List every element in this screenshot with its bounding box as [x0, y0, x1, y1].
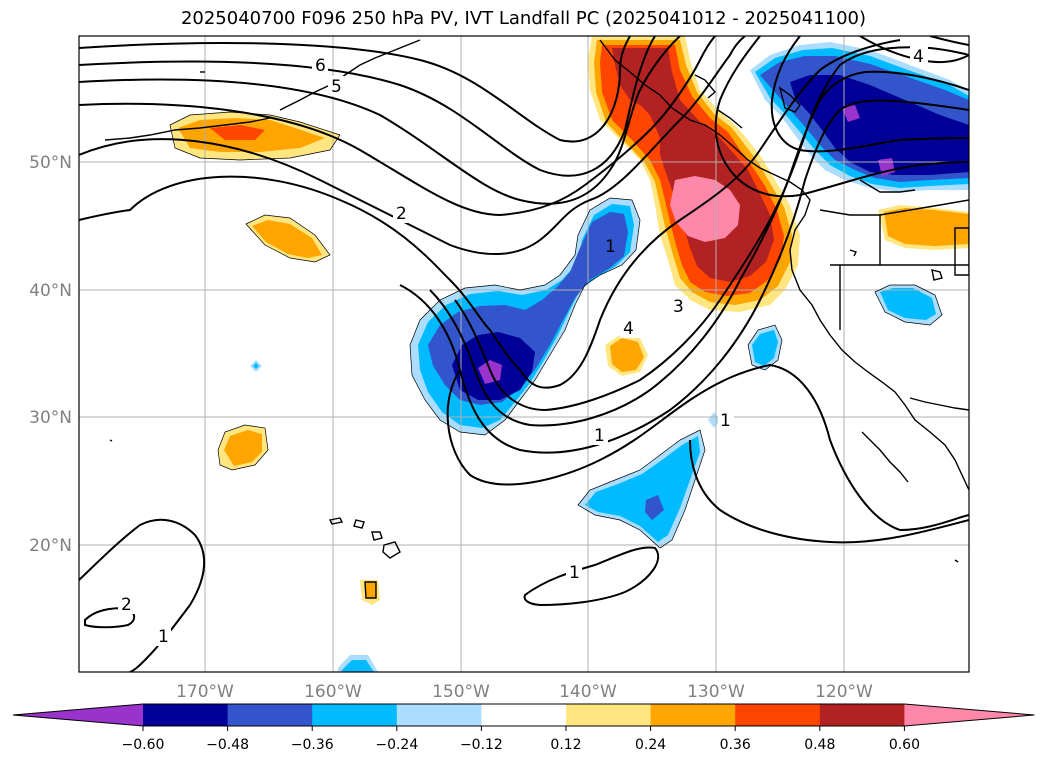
- contour-label: 1: [605, 237, 616, 257]
- lon-tick-label: 170°W: [176, 682, 234, 702]
- colorbar-tick-label: −0.36: [291, 737, 334, 753]
- pv-contours: [79, 36, 969, 672]
- latitude-tick-labels: 50°N 40°N 30°N 20°N: [29, 153, 72, 556]
- contour-label: 1: [158, 627, 169, 647]
- lat-tick-label: 40°N: [29, 281, 72, 301]
- contour-label: 4: [913, 47, 924, 67]
- colorbar-tick-label: 0.24: [635, 737, 666, 753]
- contour-label: 3: [673, 297, 684, 317]
- colorbar-tick-label: 0.12: [550, 737, 581, 753]
- colorbar-segment: [227, 704, 313, 726]
- colorbar-tick-label: 0.60: [889, 737, 920, 753]
- lon-tick-label: 140°W: [559, 682, 617, 702]
- contour-label: 2: [396, 204, 407, 224]
- colorbar-segment: [312, 704, 398, 726]
- contour-label: 4: [623, 319, 634, 339]
- colorbar-tick-label: 0.36: [720, 737, 751, 753]
- coastlines: [104, 39, 969, 599]
- lon-tick-label: 130°W: [687, 682, 745, 702]
- contour-label: 6: [315, 56, 326, 76]
- lat-tick-label: 20°N: [29, 536, 72, 556]
- colorbar-segment: [481, 704, 567, 726]
- lon-tick-label: 150°W: [432, 682, 490, 702]
- colorbar-tick-label: −0.24: [375, 737, 418, 753]
- colorbar-tick-label: −0.48: [206, 737, 249, 753]
- colorbar-segment: [396, 704, 482, 726]
- map-frame: [78, 35, 970, 673]
- longitude-tick-labels: 170°W 160°W 150°W 140°W 130°W 120°W: [176, 682, 873, 702]
- colorbar-extend-min: [13, 704, 143, 726]
- contour-label: 2: [121, 595, 132, 615]
- contour-label: 5: [331, 77, 342, 97]
- colorbar-extend-max: [904, 704, 1035, 726]
- colorbar-segment: [566, 704, 652, 726]
- anomaly-outlines: [169, 111, 943, 549]
- colorbar-tick-label: 0.48: [804, 737, 835, 753]
- colorbar-tick-labels: −0.60 −0.48 −0.36 −0.24 −0.12 0.12 0.24 0.36 0.4…: [122, 726, 920, 753]
- contour-labels: 6 5 2 3 4 1 1 1 2 1 1 4: [118, 46, 928, 647]
- contour-label: 1: [594, 426, 605, 446]
- lat-tick-label: 30°N: [29, 408, 72, 428]
- colorbar-tick-label: −0.12: [460, 737, 503, 753]
- map-title: 2025040700 F096 250 hPa PV, IVT Landfall…: [180, 8, 867, 29]
- contour-label: 1: [720, 411, 731, 431]
- colorbar-segment: [143, 704, 229, 726]
- colorbar-segment: [819, 704, 905, 726]
- colorbar: [12, 703, 1035, 727]
- colorbar-tick-label: −0.60: [122, 737, 165, 753]
- colorbar-segment: [735, 704, 821, 726]
- contour-label: 1: [569, 563, 580, 583]
- lon-tick-label: 120°W: [815, 682, 873, 702]
- lat-tick-label: 50°N: [29, 153, 72, 173]
- colorbar-segment: [650, 704, 736, 726]
- lon-tick-label: 160°W: [304, 682, 362, 702]
